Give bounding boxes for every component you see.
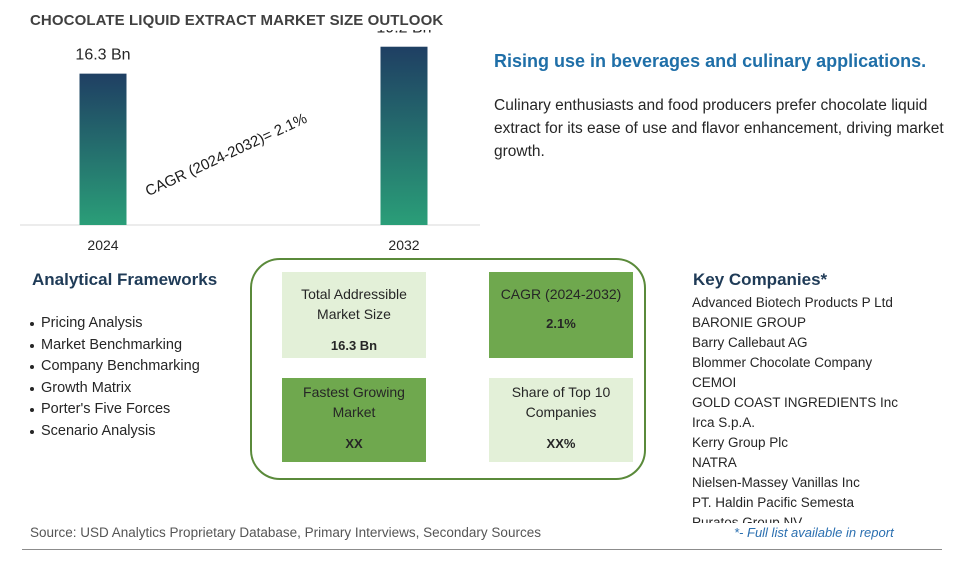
metric-label: Share of Top 10 Companies xyxy=(511,384,611,420)
company-item: GOLD COAST INGREDIENTS Inc xyxy=(692,395,899,410)
bar-2032 xyxy=(380,46,428,225)
companies-list: Advanced Biotech Products P Ltd BARONIE … xyxy=(692,293,952,523)
company-item: Kerry Group Plc xyxy=(692,435,789,450)
metric-tam: Total Addressible Market Size 16.3 Bn xyxy=(282,272,426,358)
x-tick-label: 2024 xyxy=(87,237,118,253)
company-item: PT. Haldin Pacific Semesta xyxy=(692,495,855,510)
framework-item: Porter's Five Forces xyxy=(30,399,200,421)
company-item: BARONIE GROUP xyxy=(692,315,807,330)
company-item: NATRA xyxy=(692,455,737,470)
metric-cagr: CAGR (2024-2032) 2.1% xyxy=(489,272,633,358)
companies-title: Key Companies* xyxy=(693,270,828,289)
company-item: Blommer Chocolate Company xyxy=(692,355,873,370)
metric-label: Fastest Growing Market xyxy=(303,384,405,420)
frameworks-list: Pricing Analysis Market Benchmarking Com… xyxy=(30,313,200,442)
framework-item: Market Benchmarking xyxy=(30,335,200,357)
x-tick-label: 2032 xyxy=(388,237,419,253)
company-item: Puratos Group NV xyxy=(692,515,803,523)
metric-value: XX xyxy=(345,436,363,451)
company-item: Advanced Biotech Products P Ltd xyxy=(692,295,893,310)
company-item: CEMOI xyxy=(692,375,737,390)
metric-value: XX% xyxy=(546,436,576,451)
company-item: Barry Callebaut AG xyxy=(692,335,808,350)
metric-value: 16.3 Bn xyxy=(330,338,378,353)
framework-item: Company Benchmarking xyxy=(30,356,200,378)
framework-item: Pricing Analysis xyxy=(30,313,200,335)
description: Culinary enthusiasts and food producers … xyxy=(494,97,944,160)
metric-value: 2.1% xyxy=(546,316,576,331)
source-text: Source: USD Analytics Proprietary Databa… xyxy=(30,525,541,540)
framework-item: Scenario Analysis xyxy=(30,421,200,443)
bar-chart: 16.3 Bn 2024 19.2 Bn 2032 xyxy=(20,30,480,253)
metric-label: CAGR (2024-2032) xyxy=(500,286,622,302)
bar-value-label: 19.2 Bn xyxy=(376,30,431,37)
metric-fastest-market: Fastest Growing Market XX xyxy=(282,378,426,462)
bar-value-label: 16.3 Bn xyxy=(75,47,130,64)
footer-rule xyxy=(22,549,942,550)
headline: Rising use in beverages and culinary app… xyxy=(494,51,927,71)
company-item: Nielsen-Massey Vanillas Inc xyxy=(692,475,860,490)
page-title: CHOCOLATE LIQUID EXTRACT MARKET SIZE OUT… xyxy=(30,12,444,29)
metric-label: Total Addressible Market Size xyxy=(301,286,407,322)
company-item: Irca S.p.A. xyxy=(692,415,756,430)
frameworks-title: Analytical Frameworks xyxy=(32,270,218,289)
metric-top10-share: Share of Top 10 Companies XX% xyxy=(489,378,633,462)
metrics-panel: Total Addressible Market Size 16.3 Bn CA… xyxy=(250,258,646,480)
full-list-note: *- Full list available in report xyxy=(734,525,894,540)
framework-item: Growth Matrix xyxy=(30,378,200,400)
bar-2024 xyxy=(79,73,127,225)
